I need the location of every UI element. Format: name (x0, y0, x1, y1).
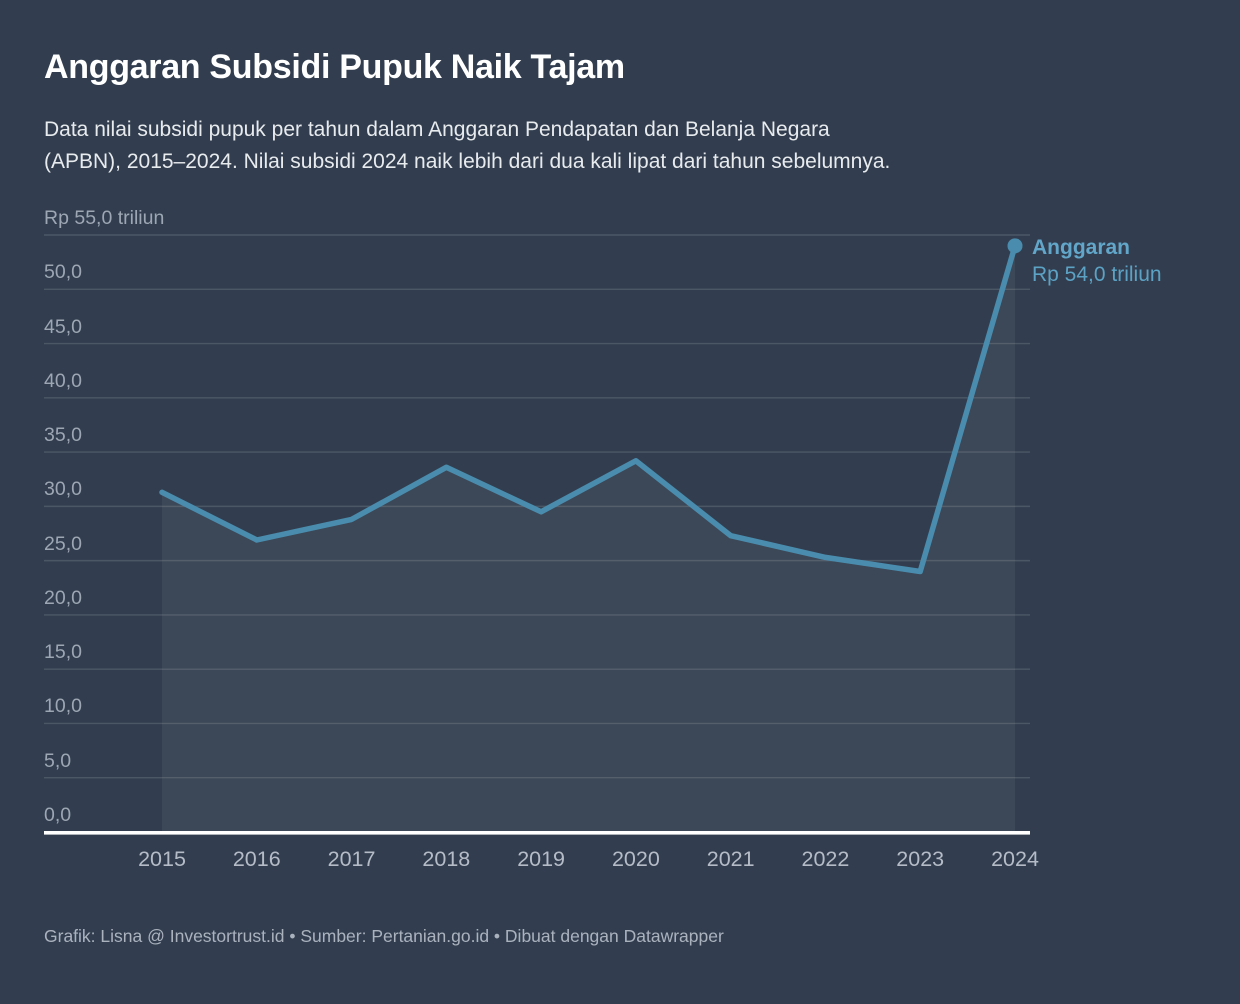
series-line (159, 243, 1018, 575)
chart-subtitle: Data nilai subsidi pupuk per tahun dalam… (44, 114, 1194, 178)
chart-subtitle-line-1: Data nilai subsidi pupuk per tahun dalam… (44, 118, 830, 141)
area-fill (162, 245, 1015, 832)
chart-subtitle-line-2: (APBN), 2015–2024. Nilai subsidi 2024 na… (44, 150, 891, 173)
chart-credit: Grafik: Lisna @ Investortrust.id • Sumbe… (44, 926, 724, 946)
page-title: Anggaran Subsidi Pupuk Naik Tajam (44, 48, 625, 86)
x-axis-line (44, 831, 1030, 835)
series-name-label: Anggaran (1032, 236, 1131, 259)
series-endpoint-dot (1007, 238, 1023, 254)
series-annotation: Anggaran Rp 54,0 triliun (1032, 234, 1162, 288)
series-value-label: Rp 54,0 triliun (1032, 263, 1162, 286)
